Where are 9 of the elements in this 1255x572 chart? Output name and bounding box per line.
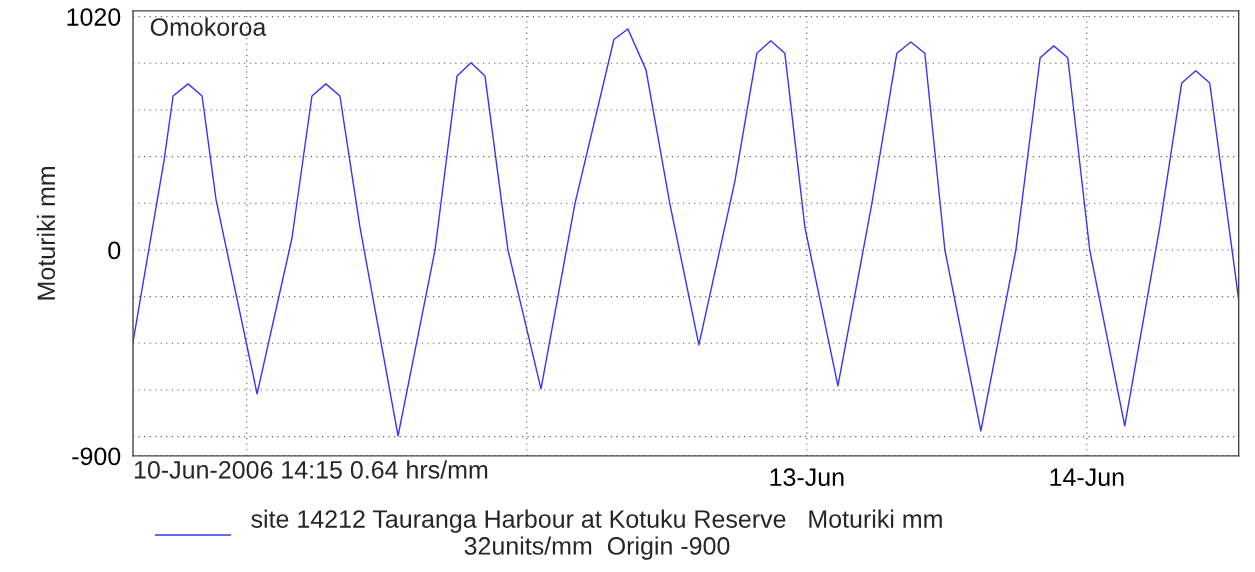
chart-title: Omokoroa xyxy=(150,17,267,36)
x-tick-label: 13-Jun xyxy=(770,468,844,487)
y-axis-title: Moturiki mm xyxy=(36,166,56,300)
y-tick-label: 1020 xyxy=(67,8,121,26)
y-tick-label: 0 xyxy=(108,241,121,260)
text: 10-Jun-2006 14:15 0.64 hrs/mm xyxy=(134,460,488,479)
x-tick-label: 14-Jun xyxy=(1050,468,1124,487)
y-tick-label: -900 xyxy=(72,447,121,466)
legend-label: site 14212 Tauranga Harbour at Kotuku Reserve Moturiki mm 32units/mm Origin -900 xyxy=(251,509,942,560)
